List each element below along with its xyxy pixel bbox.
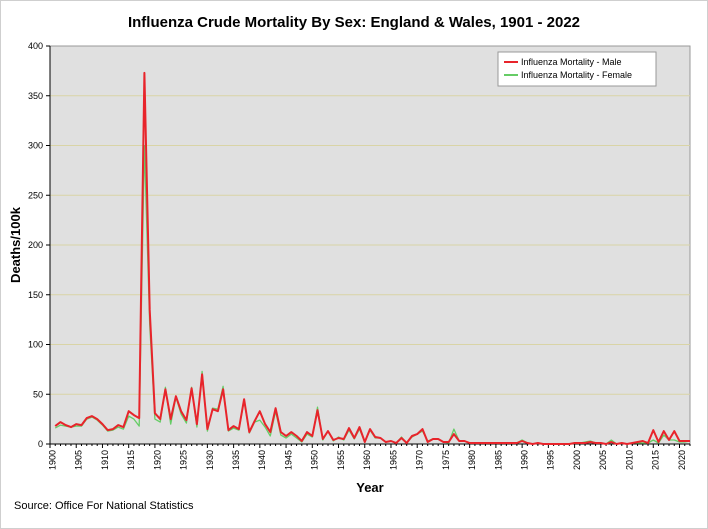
x-tick-label: 1900 (47, 450, 57, 470)
x-axis: 1900 1905 1910 1915 1920 1925 1930 1935 1940 1945… (47, 443, 691, 470)
x-tick-label: 1940 (257, 450, 267, 470)
x-tick-label: 2005 (598, 450, 608, 470)
legend-label: Influenza Mortality - Male (521, 57, 622, 67)
x-tick-label: 1950 (310, 450, 320, 470)
y-tick-label: 150 (28, 290, 43, 300)
chart-title: Influenza Crude Mortality By Sex: Englan… (127, 14, 581, 31)
x-axis-title: Year (356, 480, 383, 495)
y-tick-label: 250 (28, 190, 43, 200)
x-tick-label: 1920 (152, 450, 162, 470)
x-tick-label: 2020 (677, 450, 687, 470)
y-tick-label: 50 (33, 389, 43, 399)
y-axis-title: Deaths/100k (8, 206, 23, 283)
x-tick-label: 1935 (231, 450, 241, 470)
x-tick-label: 1905 (74, 450, 84, 470)
y-tick-label: 350 (28, 91, 43, 101)
x-tick-label: 1930 (205, 450, 215, 470)
legend-label: Influenza Mortality - Female (521, 70, 632, 80)
x-tick-label: 1970 (415, 450, 425, 470)
x-tick-label: 1995 (546, 450, 556, 470)
y-tick-label: 100 (28, 340, 43, 350)
x-tick-label: 2015 (651, 450, 661, 470)
series-line-male (54, 71, 690, 445)
y-tick-label: 400 (28, 41, 43, 51)
x-tick-label: 1925 (179, 450, 189, 470)
x-tick-label: 1915 (126, 450, 136, 470)
x-tick-label: 2010 (624, 450, 634, 470)
y-tick-label: 0 (38, 439, 43, 449)
x-tick-label: 1990 (520, 450, 530, 470)
x-tick-label: 1980 (467, 450, 477, 470)
x-tick-label: 1960 (362, 450, 372, 470)
y-tick-label: 200 (28, 240, 43, 250)
x-tick-label: 1945 (283, 450, 293, 470)
grid-lines (50, 95, 690, 395)
y-axis: 0 50 100 150 200 250 300 350 400 (28, 41, 51, 449)
x-tick-label: 2000 (572, 450, 582, 470)
x-tick-label: 1985 (493, 450, 503, 470)
x-tick-label: 1975 (441, 450, 451, 470)
y-tick-label: 300 (28, 141, 43, 151)
source-note: Source: Office For National Statistics (14, 500, 194, 512)
legend-box (497, 51, 657, 87)
x-tick-label: 1910 (100, 450, 110, 470)
x-tick-label: 1955 (336, 450, 346, 470)
series-layer (54, 71, 691, 445)
legend: Influenza Mortality - Male Influenza Mort… (497, 51, 657, 87)
x-tick-label: 1965 (388, 450, 398, 470)
